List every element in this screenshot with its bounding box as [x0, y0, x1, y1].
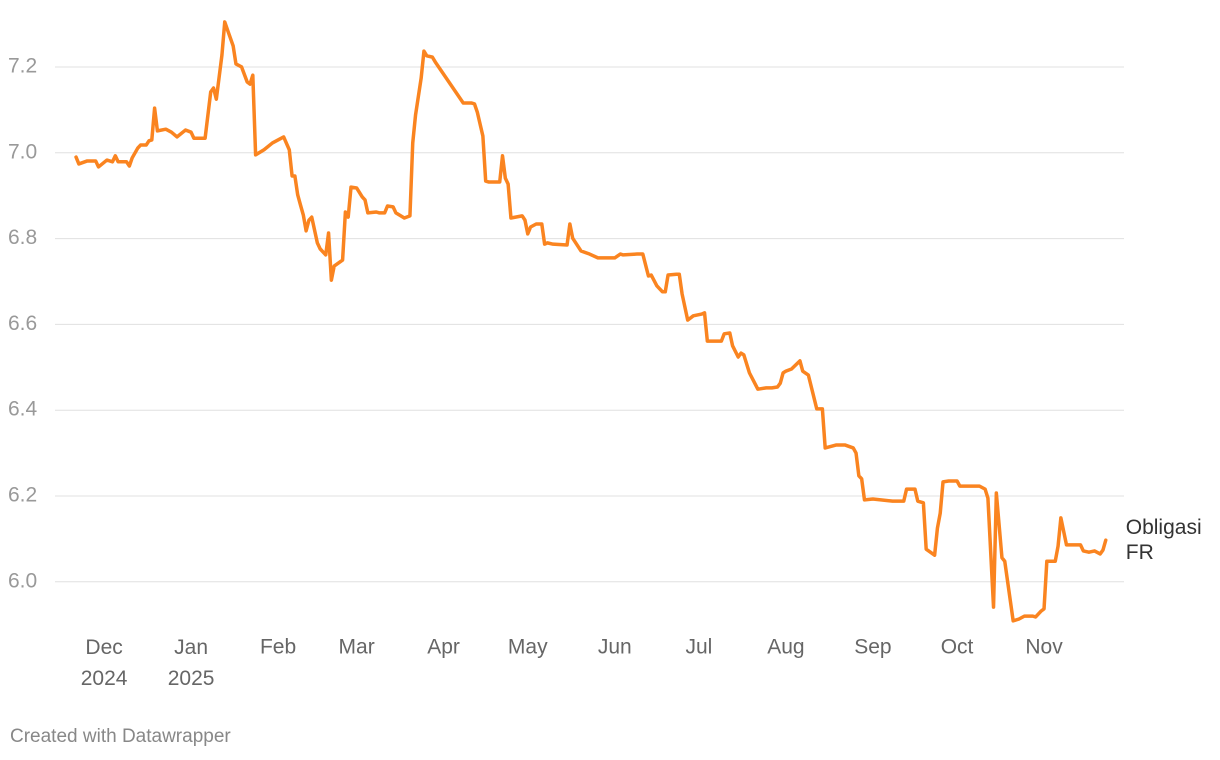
x-tick-label: Feb	[260, 636, 296, 659]
series-label: Obligasi FR	[1126, 516, 1202, 564]
x-tick-label: Sep	[854, 636, 891, 659]
y-tick-label: 7.0	[8, 140, 37, 163]
y-tick-label: 7.2	[8, 55, 37, 78]
y-tick-label: 6.2	[8, 484, 37, 507]
x-tick-label: Apr	[427, 636, 460, 659]
x-tick-label: Mar	[339, 636, 375, 659]
x-tick-label: Jun	[598, 636, 632, 659]
y-tick-label: 6.8	[8, 226, 37, 249]
y-tick-label: 6.6	[8, 312, 37, 335]
x-tick-label: Nov	[1025, 636, 1063, 659]
x-tick-label: Aug	[767, 636, 804, 659]
x-tick-label: Jan 2025	[168, 636, 215, 690]
credit: Created with Datawrapper	[10, 726, 231, 747]
y-tick-label: 6.4	[8, 398, 38, 421]
line	[74, 20, 1108, 623]
x-tick-label: Dec 2024	[81, 636, 128, 690]
x-tick-label: Jul	[685, 636, 712, 659]
x-tick-label: May	[508, 636, 548, 659]
x-tick-label: Oct	[941, 636, 974, 659]
y-tick-label: 6.0	[8, 569, 37, 592]
